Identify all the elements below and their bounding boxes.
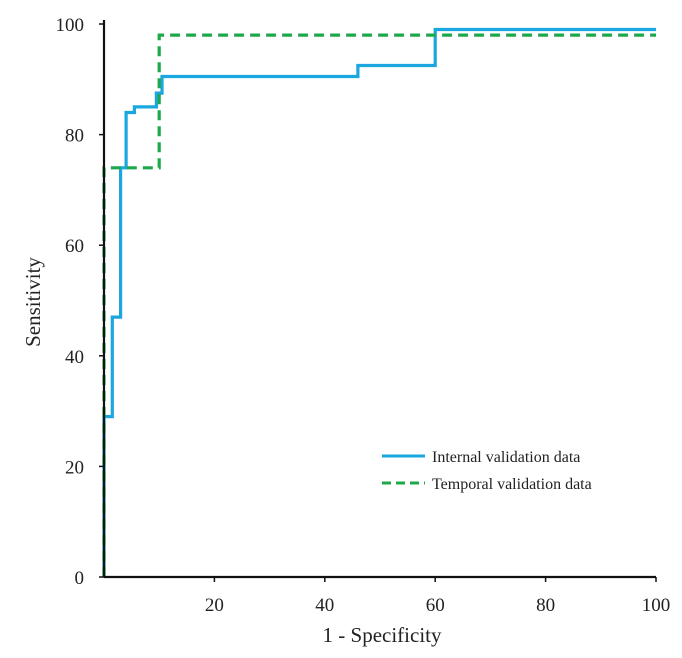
x-tick-label: 40 [315,595,334,616]
series-layer [102,27,656,577]
y-tick-label: 80 [65,126,84,147]
y-tick-label: 40 [65,347,84,368]
y-tick-label: 20 [65,457,84,478]
axes-layer [102,20,656,579]
legend: Internal validation data Temporal validat… [382,449,592,493]
legend-label-temporal: Temporal validation data [432,476,592,493]
y-tick-label: 60 [65,236,84,257]
x-tick-label: 20 [205,595,224,616]
x-axis-title: 1 - Specificity [323,623,442,647]
legend-label-internal: Internal validation data [432,449,580,466]
y-axis-title: Sensitivity [21,257,45,347]
x-tick-label: 80 [536,595,555,616]
y-tick-label: 0 [75,568,85,589]
x-tick-label: 60 [426,595,445,616]
series-line-temporal [102,33,656,577]
series-line-internal [102,27,656,577]
ticks-layer: 0 20 40 60 80 100 20 40 60 80 100 [56,15,671,616]
x-tick-label: 100 [642,595,671,616]
y-tick-label: 100 [56,15,85,36]
